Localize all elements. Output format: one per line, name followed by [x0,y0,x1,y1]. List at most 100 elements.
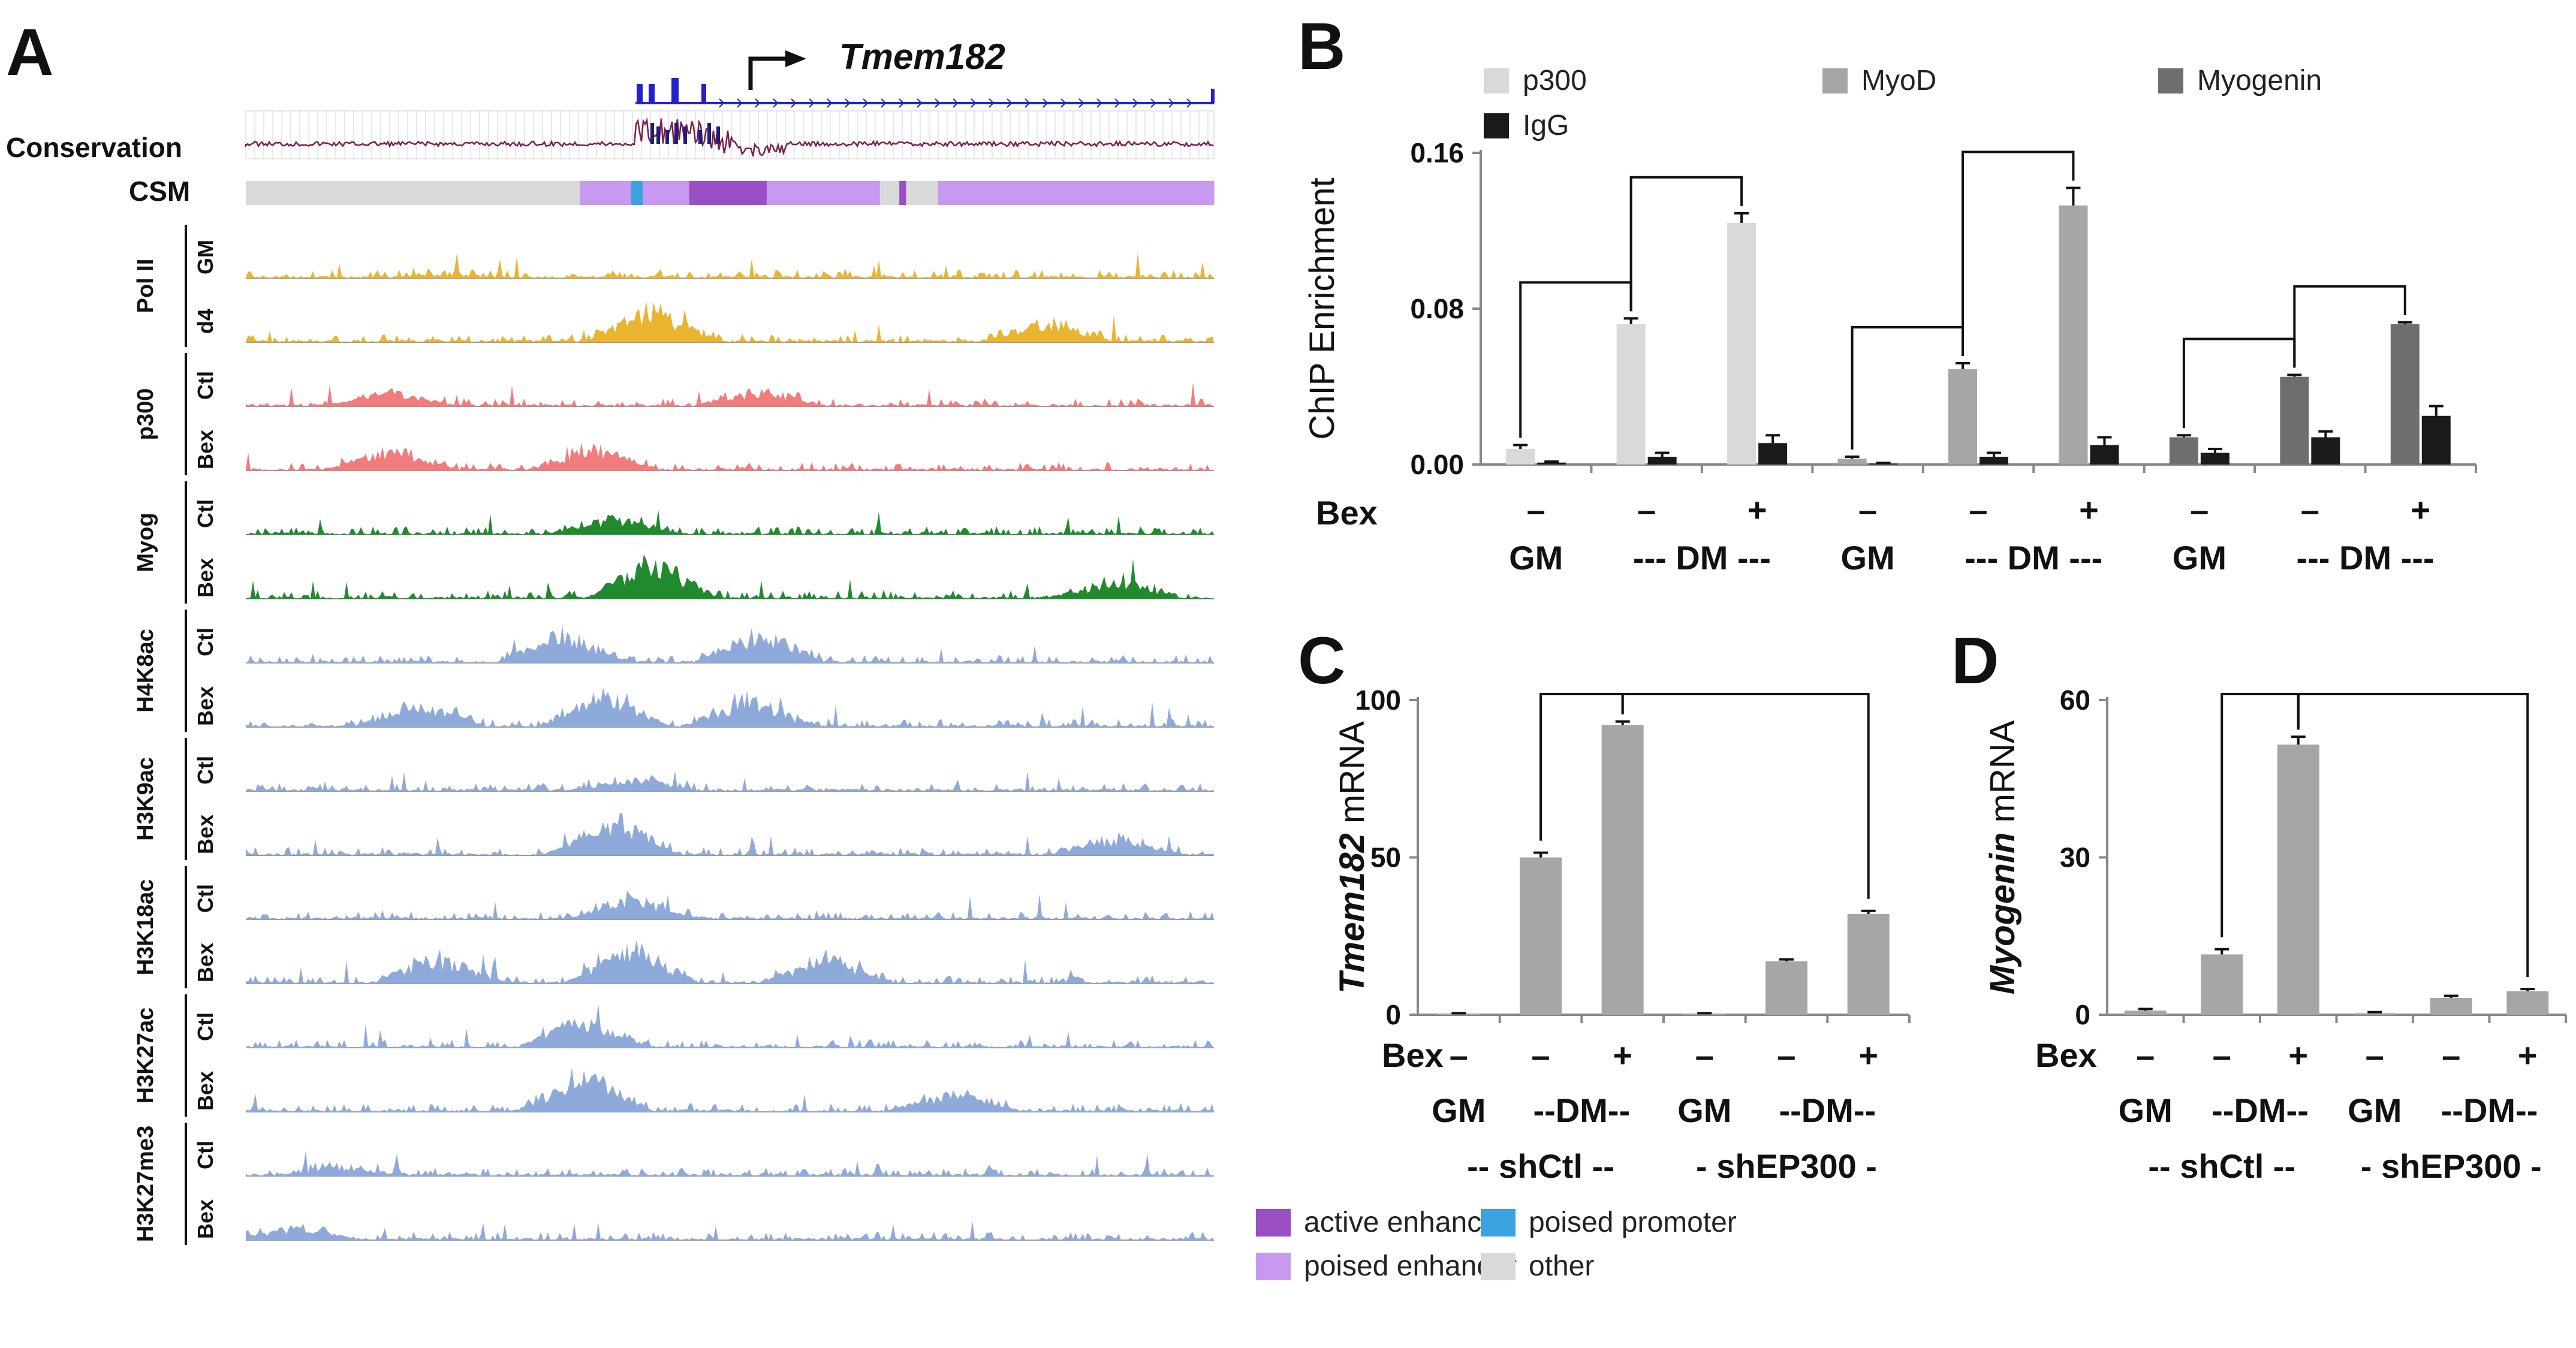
bex-sign: + [1748,491,1767,529]
signal-profile [246,1151,1214,1176]
condition-label: Ctl [193,1141,218,1169]
condition-label: --DM-- [2212,1091,2309,1129]
tss-arrow-icon [748,56,794,90]
strand-arrow-icon [1078,98,1084,108]
condition-label: Ctl [193,371,218,400]
condition-label: --DM-- [1779,1091,1876,1129]
strand-arrow-icon [755,98,761,108]
track-h3k9ac: H3K9ac Ctl Bex [133,738,1214,860]
conservation-signal [245,117,1214,157]
significance-bracket [1962,150,2075,356]
bex-sign: – [2213,1036,2231,1074]
bar [1506,449,1535,465]
signal-profile [246,1067,1214,1112]
gene-model: Tmem182 [635,37,1215,108]
signal-profile [246,813,1214,855]
legend-label: active enhancer [1304,1207,1507,1238]
signal-profile [246,939,1214,984]
condition-label: Bex [193,943,218,982]
condition-label: GM [193,240,218,275]
y-axis-label-unit: mRNA [1983,720,2022,832]
myogenin-mrna-chart: 0 30 60 Myogenin mRNA – – + – – + Bex GM --DM-- GM --D… [1983,684,2567,1185]
y-tick-label: 50 [1370,842,1401,873]
strand-arrow-icon [827,98,833,108]
bar-igg [2421,415,2451,465]
bar-igg [2311,437,2340,465]
strand-arrow-icon [1150,98,1156,108]
bar [2277,744,2319,1015]
bex-sign: + [2079,491,2099,529]
csm-segment [580,181,632,205]
legend-label: IgG [1523,110,1569,141]
condition-label: Bex [193,815,218,854]
bar [1837,459,1867,465]
significance-bracket [1519,281,1632,438]
legend-label: other [1529,1250,1594,1282]
bar-igg [1537,462,1566,465]
bar [2124,1011,2167,1015]
track-label: H4K8ac [133,629,158,712]
bex-sign: – [1777,1036,1795,1074]
strand-arrow-icon [773,98,779,108]
bar [1765,961,1807,1015]
gene-name: Tmem182 [839,37,1005,77]
signal-profile [246,301,1214,342]
y-tick-label: 0.00 [1410,449,1464,480]
bex-sign: – [2301,491,2319,529]
panel-letter-c: C [1298,624,1345,698]
bar [1948,369,1977,465]
bex-sign: + [2518,1036,2538,1074]
bar [2430,998,2472,1015]
track-label: H3K27ac [133,1008,158,1104]
strand-arrow-icon [1025,98,1031,108]
y-axis-label-gene: Tmem182 [1333,833,1372,994]
condition-label: --- DM --- [1633,539,1771,577]
bar [2280,376,2309,465]
bex-sign: – [2136,1036,2155,1074]
strand-arrow-icon [1007,98,1013,108]
csm-segment [766,181,881,205]
conservation-peak [674,123,678,144]
condition-label: d4 [193,309,218,334]
strand-arrow-icon [1168,98,1174,108]
csm-track [246,181,1215,205]
signal-profile [246,891,1214,919]
bex-sign: – [2442,1036,2460,1074]
bex-sign: – [1858,491,1877,529]
bex-sign: – [2190,491,2209,529]
bex-label: Bex [1382,1036,1444,1074]
signal-profile [246,625,1214,663]
strand-arrow-icon [1096,98,1102,108]
panel-letter-a: A [6,16,53,89]
bar [2169,437,2198,465]
bex-sign: – [1969,491,1987,529]
track-label: H3K18ac [133,879,158,976]
panel-letter-d: D [1951,624,1999,698]
condition-label: Ctl [193,1012,218,1041]
signal-profile [246,770,1214,791]
y-axis-label-gene: Myogenin [1983,833,2022,995]
condition-label: Ctl [193,756,218,785]
strand-arrow-icon [899,98,905,108]
y-axis-label: Tmem182 mRNA [1333,721,1372,994]
bar [2390,324,2420,465]
strand-arrow-icon [935,98,941,108]
bex-sign: + [2411,491,2430,529]
legend-label: poised promoter [1529,1207,1737,1238]
strand-arrow-icon [1114,98,1120,108]
y-axis-label: Myogenin mRNA [1983,720,2022,994]
bar-igg [1758,443,1788,465]
bar [1520,857,1562,1015]
bex-sign: – [2366,1036,2384,1074]
condition-label: Ctl [193,884,218,913]
condition-label: Bex [193,430,218,469]
bar [2059,205,2088,465]
y-tick-label: 30 [2060,842,2090,873]
conservation-peak [656,126,660,144]
bar [1847,914,1890,1015]
conservation-peak [650,123,654,144]
significance-bracket [1851,326,1964,450]
condition-label: GM [2348,1091,2402,1129]
